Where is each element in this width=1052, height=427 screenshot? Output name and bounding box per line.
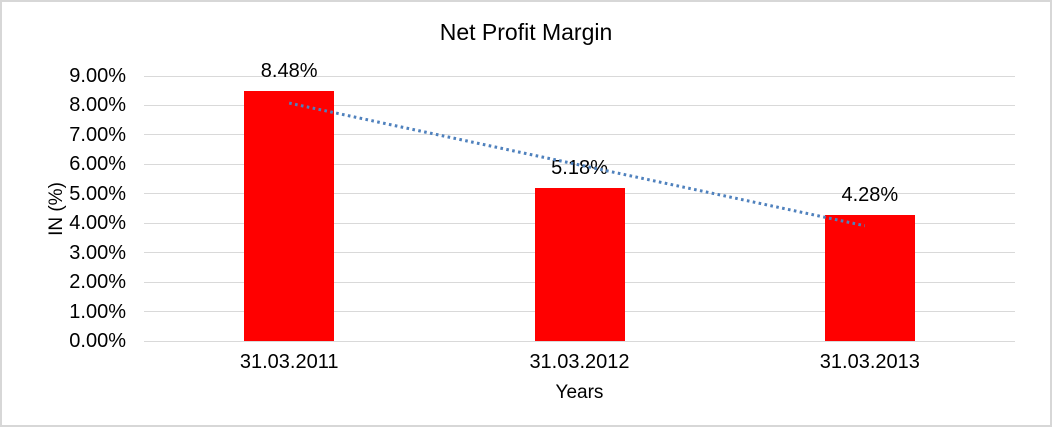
x-tick-label: 31.03.2012 (529, 351, 630, 373)
y-tick-label: 2.00% (69, 271, 126, 294)
y-tick-label: 5.00% (69, 182, 126, 205)
bar (824, 214, 915, 341)
gridline (144, 75, 1015, 77)
bar-data-label: 4.28% (841, 183, 899, 206)
x-tick-label: 31.03.2013 (819, 351, 920, 373)
gridline (144, 340, 1015, 342)
y-tick-label: 8.00% (69, 94, 126, 117)
x-tick-label: 31.03.2011 (239, 351, 339, 373)
y-tick-label: 4.00% (69, 212, 126, 235)
y-tick-label: 7.00% (69, 123, 126, 146)
bar-data-label: 5.18% (551, 157, 608, 180)
x-axis-title: Years (555, 382, 604, 403)
y-tick-label: 9.00% (69, 65, 126, 87)
bar-data-label: 8.48% (260, 60, 318, 83)
bar (534, 188, 625, 341)
y-tick-label: 0.00% (69, 330, 126, 352)
y-tick-label: 6.00% (69, 153, 126, 176)
bar (244, 91, 335, 341)
chart-title: Net Profit Margin (439, 19, 613, 45)
y-tick-label: 3.00% (69, 241, 126, 264)
y-tick-label: 1.00% (69, 300, 126, 323)
